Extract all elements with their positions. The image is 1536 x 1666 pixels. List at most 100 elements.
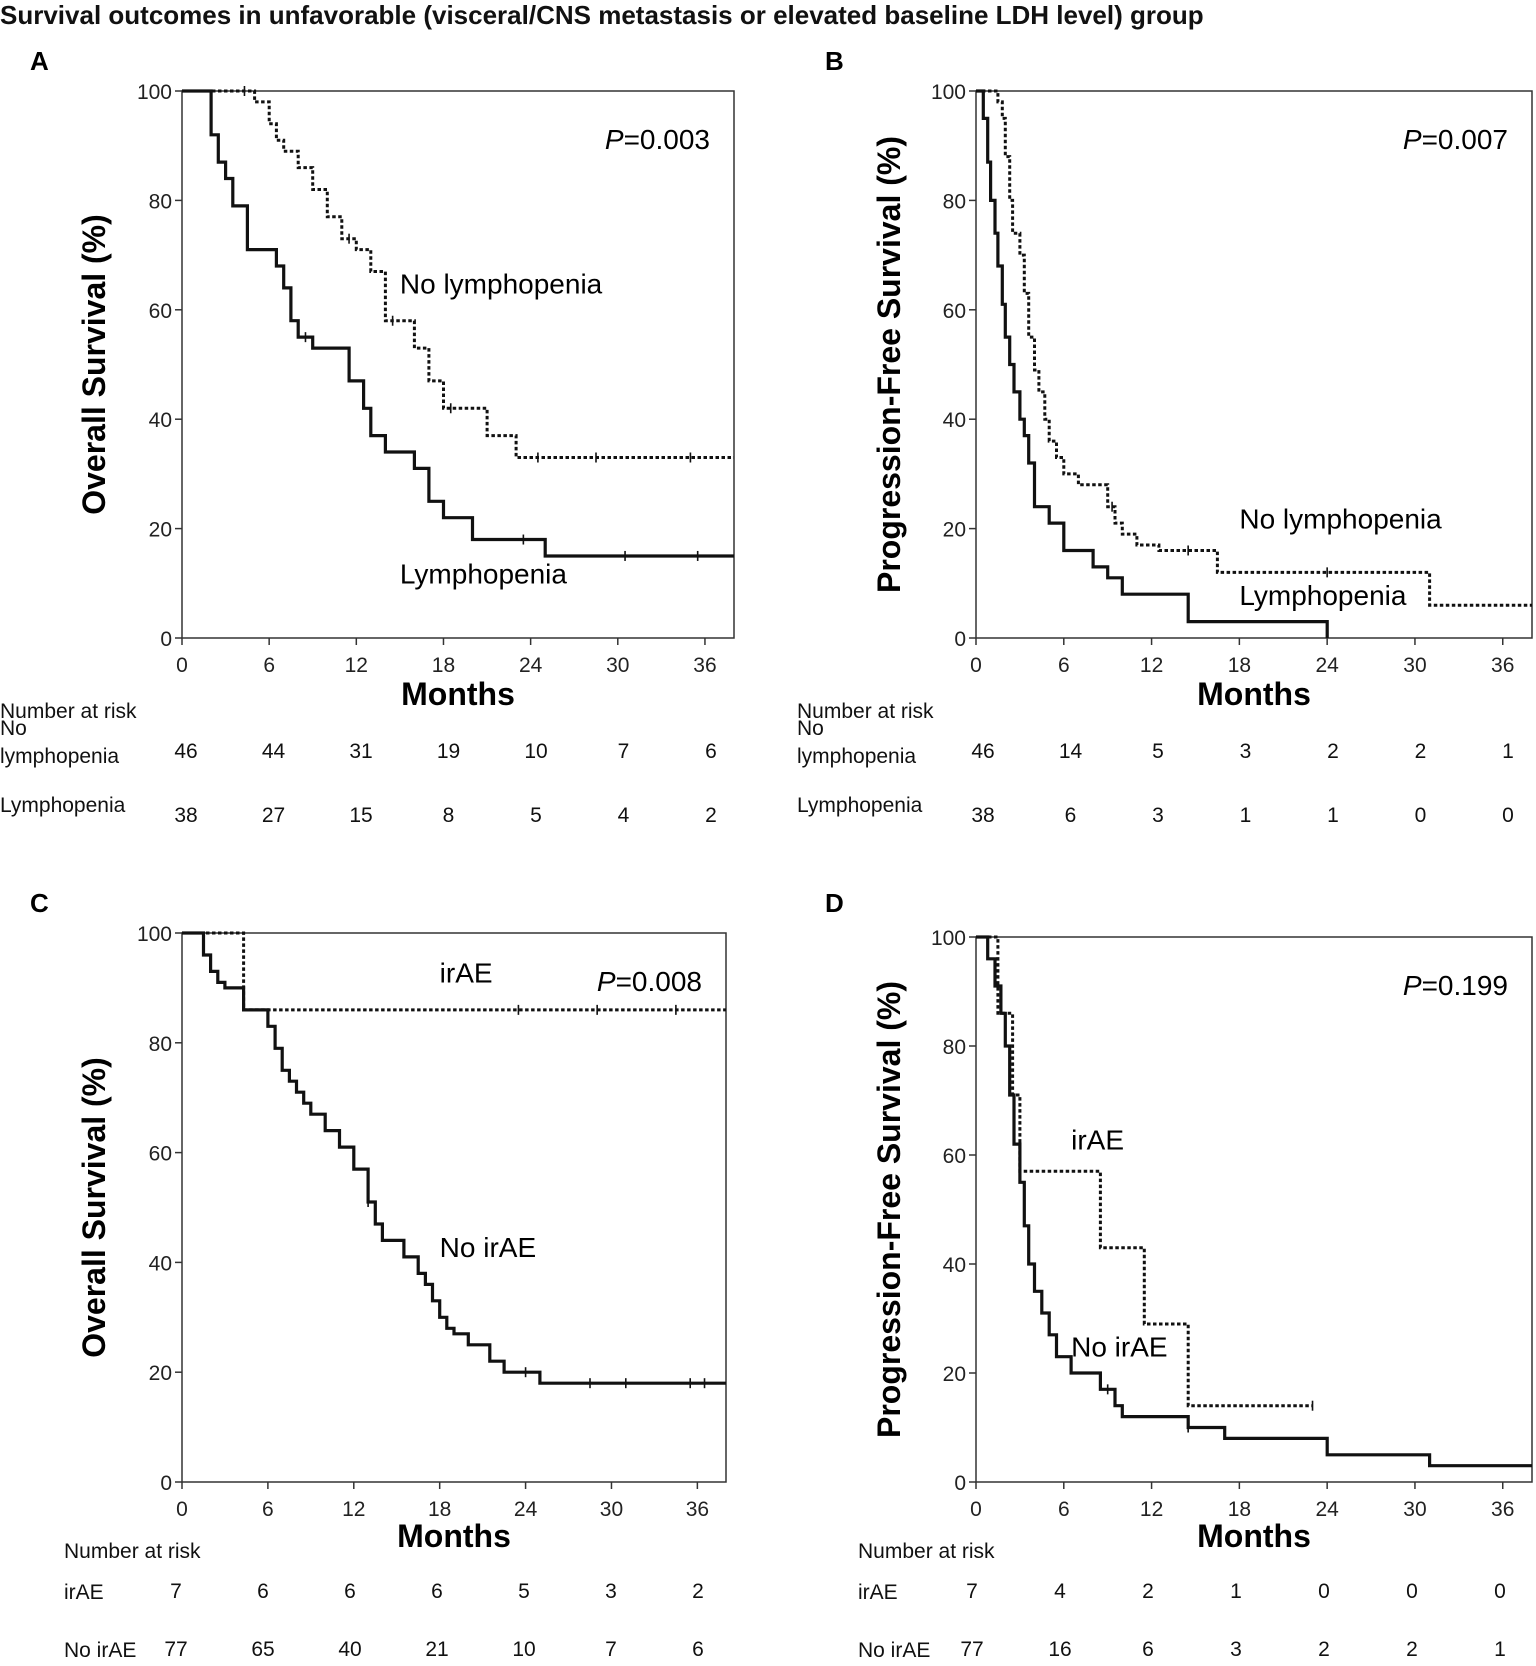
risk-count: 19	[436, 740, 461, 763]
curve-lymphopenia	[182, 89, 734, 558]
x-tick-label: 0	[970, 1498, 982, 1521]
series-label-irae: irAE	[1071, 1125, 1124, 1156]
curve-irae	[182, 931, 726, 1012]
y-axis-title: Overall Survival (%)	[76, 1057, 112, 1358]
risk-count: 6	[344, 1580, 356, 1603]
risk-count: 8	[442, 804, 455, 827]
risk-table-header: Number at risk	[64, 1540, 201, 1563]
risk-count: 3	[1230, 1638, 1242, 1661]
y-axis-title: Progression-Free Survival (%)	[871, 136, 907, 593]
risk-count: 7	[617, 740, 630, 763]
x-tick-label: 6	[1058, 654, 1070, 677]
x-tick-label: 36	[1491, 1498, 1514, 1521]
risk-count: 4	[1054, 1580, 1066, 1603]
risk-count: 0	[1494, 1580, 1506, 1603]
risk-count: 5	[530, 804, 542, 827]
x-axis-title: Months	[397, 1518, 511, 1554]
x-tick-label: 12	[342, 1498, 365, 1521]
risk-row-label: irAE	[858, 1581, 898, 1604]
x-tick-label: 0	[970, 654, 982, 677]
y-tick-label: 100	[137, 81, 172, 104]
curve-no-irae	[182, 931, 726, 1385]
y-tick-label: 40	[149, 409, 172, 432]
x-axis-title: Months	[1197, 676, 1311, 712]
panel-letter: D	[825, 888, 844, 918]
x-tick-label: 24	[519, 654, 543, 677]
panel-a: A 0 20 40 60 80 100 0 6 12 18 24 30 36 Months Overall S…	[30, 46, 735, 712]
risk-table-header: Number at risk	[797, 700, 934, 723]
risk-count: 2	[1327, 740, 1339, 763]
risk-count: 6	[692, 1638, 704, 1661]
risk-count: 3	[605, 1580, 617, 1603]
y-tick-label: 20	[943, 519, 966, 542]
curve-lymphopenia	[976, 89, 1329, 638]
curve-no-irae	[976, 935, 1532, 1468]
y-tick-label: 60	[943, 300, 966, 323]
x-tick-label: 24	[1315, 654, 1339, 677]
p-value: P=0.003	[605, 124, 710, 155]
risk-count: 44	[261, 740, 286, 763]
y-tick-label: 60	[149, 300, 172, 323]
risk-count: 10	[524, 740, 548, 763]
risk-count: 0	[1406, 1580, 1418, 1603]
risk-row-label: No irAE	[858, 1639, 931, 1662]
p-value-number: =0.007	[1422, 124, 1508, 155]
y-tick-label: 100	[137, 923, 172, 946]
y-tick-label: 0	[954, 628, 966, 651]
risk-count: 3	[1152, 804, 1164, 827]
y-tick-label: 0	[160, 628, 172, 651]
plot-frame	[181, 90, 735, 639]
risk-count: 2	[705, 804, 717, 827]
risk-row-label: No lymphopenia	[0, 717, 120, 768]
x-tick-label: 30	[1403, 654, 1426, 677]
risk-count: 65	[251, 1638, 275, 1661]
y-tick-label: 100	[931, 81, 966, 104]
risk-count: 0	[1318, 1580, 1330, 1603]
risk-count: 1	[1230, 1580, 1242, 1603]
p-value-symbol: P	[1403, 970, 1422, 1001]
y-tick-label: 20	[149, 519, 172, 542]
risk-count: 2	[692, 1580, 704, 1603]
p-value-symbol: P	[605, 124, 624, 155]
risk-count: 40	[338, 1638, 362, 1661]
risk-count: 7	[605, 1638, 617, 1661]
risk-count: 0	[1414, 804, 1427, 827]
risk-row-label: irAE	[64, 1581, 104, 1604]
p-value: P=0.199	[1403, 970, 1508, 1001]
risk-count: 15	[349, 804, 373, 827]
x-tick-label: 12	[1140, 1498, 1163, 1521]
y-axis-title: Progression-Free Survival (%)	[871, 981, 907, 1438]
risk-count: 38	[174, 804, 198, 827]
y-tick-label: 60	[943, 1145, 966, 1168]
series-label-no-lymphopenia: No lymphopenia	[400, 268, 603, 299]
p-value: P=0.007	[1403, 124, 1508, 155]
risk-count: 2	[1318, 1638, 1330, 1661]
risk-count: 1	[1327, 804, 1339, 827]
risk-count: 7	[170, 1580, 182, 1603]
p-value-number: =0.008	[616, 966, 702, 997]
p-value: P=0.008	[597, 966, 702, 997]
x-tick-label: 36	[686, 1498, 709, 1521]
plot-frame	[975, 90, 1533, 639]
x-tick-label: 0	[176, 654, 188, 677]
risk-table-header: Number at risk	[858, 1540, 995, 1563]
risk-count: 31	[349, 740, 373, 763]
x-tick-label: 30	[1403, 1498, 1426, 1521]
x-tick-label: 30	[600, 1498, 623, 1521]
x-tick-label: 36	[1491, 654, 1514, 677]
risk-row-label: Lymphopenia	[0, 794, 126, 817]
risk-count: 6	[1142, 1638, 1154, 1661]
y-tick-label: 40	[943, 1254, 966, 1277]
risk-count: 38	[971, 804, 995, 827]
panel-d: D 0 20 40 60 80 100 0 6 12 18 24 30 36 Months Progressi…	[825, 888, 1533, 1554]
panel-letter: C	[30, 888, 49, 918]
risk-count: 2	[1414, 740, 1427, 763]
y-tick-label: 80	[943, 190, 966, 213]
series-label-no-irae: No irAE	[1071, 1332, 1167, 1363]
p-value-symbol: P	[1403, 124, 1422, 155]
risk-count: 14	[1058, 740, 1083, 763]
risk-count: 6	[431, 1580, 443, 1603]
panel-c: C 0 20 40 60 80 100 0 6 12 18 24 30 36 Months Overall S…	[30, 888, 727, 1554]
risk-count: 1	[1239, 804, 1252, 827]
